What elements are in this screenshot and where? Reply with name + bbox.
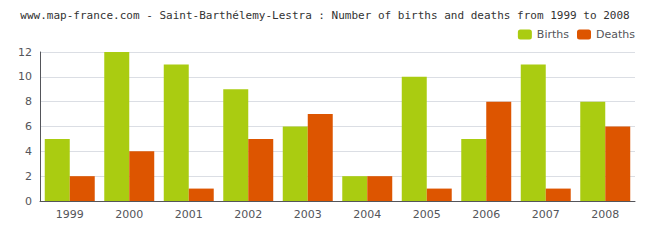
svg-text:2005: 2005 (413, 208, 441, 221)
svg-text:12: 12 (18, 46, 32, 59)
svg-text:Deaths: Deaths (596, 28, 635, 41)
svg-text:2006: 2006 (472, 208, 500, 221)
svg-text:2: 2 (25, 170, 32, 183)
svg-text:6: 6 (25, 120, 32, 133)
svg-text:2000: 2000 (115, 208, 143, 221)
svg-text:www.map-france.com - Saint-Bar: www.map-france.com - Saint-Barthélemy-Le… (20, 9, 629, 22)
svg-text:0: 0 (25, 195, 32, 208)
svg-text:2008: 2008 (591, 208, 619, 221)
svg-text:2003: 2003 (294, 208, 322, 221)
svg-text:1999: 1999 (56, 208, 84, 221)
svg-text:2004: 2004 (353, 208, 381, 221)
svg-text:4: 4 (25, 145, 32, 158)
svg-text:2007: 2007 (532, 208, 560, 221)
svg-text:2001: 2001 (175, 208, 203, 221)
svg-text:8: 8 (25, 95, 32, 108)
svg-text:2002: 2002 (234, 208, 262, 221)
svg-text:10: 10 (18, 70, 32, 83)
svg-text:Births: Births (537, 28, 569, 41)
